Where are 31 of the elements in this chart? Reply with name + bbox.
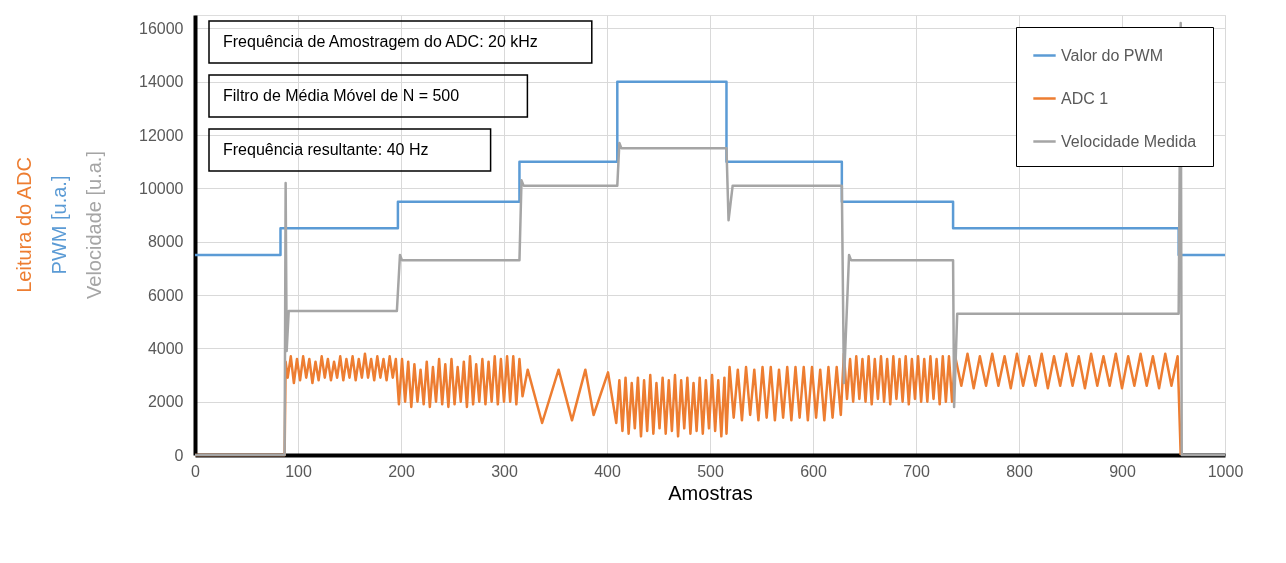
annotation: Frequência de Amostragem do ADC: 20 kHz	[223, 33, 538, 50]
x-tick-label: 800	[1006, 462, 1033, 480]
legend-label: Velocidade Medida	[1061, 132, 1197, 150]
y-tick-label: 12000	[139, 126, 184, 144]
x-axis-title: Amostras	[668, 481, 753, 504]
x-tick-label: 100	[285, 462, 312, 480]
x-tick-label: 500	[697, 462, 724, 480]
y-tick-label: 8000	[147, 233, 184, 251]
line-series	[193, 80, 1227, 257]
text: PWM [u.a.]	[48, 175, 70, 275]
text: Velocidade [u.a.]	[83, 151, 105, 299]
y-tick-label: 14000	[139, 73, 184, 91]
annotation: Frequência resultante: 40 Hz	[223, 141, 429, 158]
legend-label: Valor do PWM	[1061, 46, 1163, 64]
y-tick-label: 10000	[139, 179, 184, 197]
y-tick-label: 6000	[147, 286, 184, 304]
x-tick-label: 300	[491, 462, 518, 480]
x-tick-label: 0	[191, 462, 201, 480]
y-tick-label: 4000	[147, 339, 184, 357]
x-tick-label: 400	[594, 462, 621, 480]
text: Leitura do ADC	[13, 157, 35, 293]
x-tick-label: 700	[903, 462, 930, 480]
y-tick-label: 2000	[147, 393, 184, 411]
x-tick-label: 200	[388, 462, 415, 480]
x-tick-label: 1000	[1207, 462, 1244, 480]
x-tick-label: 900	[1109, 462, 1136, 480]
y-tick-label: 0	[174, 446, 184, 464]
legend-label: ADC 1	[1061, 89, 1109, 107]
annotation: Filtro de Média Móvel de N = 500	[223, 87, 460, 104]
x-tick-label: 600	[800, 462, 827, 480]
y-tick-label: 16000	[139, 19, 184, 37]
